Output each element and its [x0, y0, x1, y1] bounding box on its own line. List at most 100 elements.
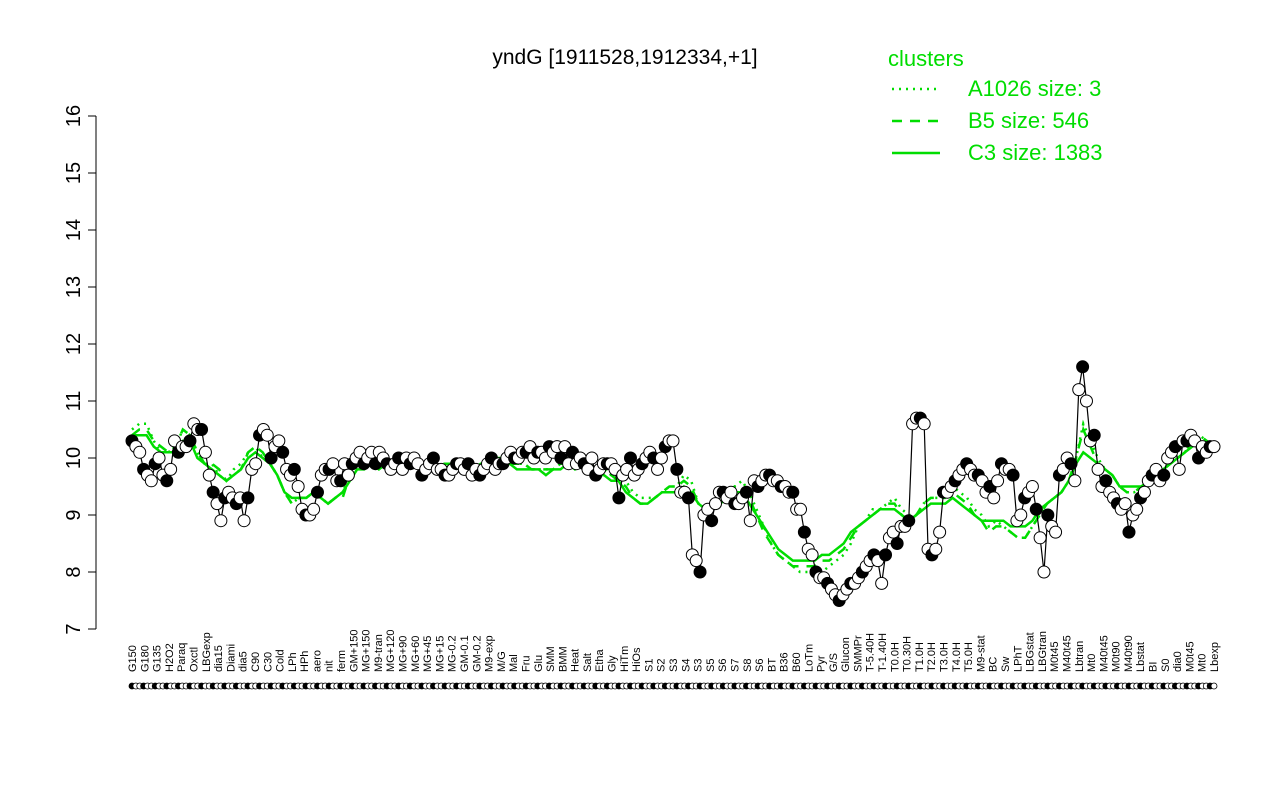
data-point [933, 525, 947, 539]
y-axis: 7 8 9 10 11 12 13 14 15 16 [63, 105, 97, 635]
legend-label: A1026 size: 3 [968, 76, 1101, 101]
data-point [724, 485, 738, 499]
x-tick-label: H2O2 [164, 643, 176, 672]
x-tick-label: LBGstat [1025, 632, 1037, 672]
x-tick-label: T2.0H [926, 642, 938, 672]
rug-marker [1210, 682, 1218, 690]
x-tick-label: C30 [262, 652, 274, 672]
cluster-line [131, 425, 1215, 568]
x-tick-label: GM+150 [348, 630, 360, 673]
x-tick-label: Sw [1000, 657, 1012, 672]
data-point [743, 514, 757, 528]
x-axis: G150 G180 G135 H2O2 Paraq Oxctl LBGexp dia15 Dia… [127, 630, 1221, 690]
x-tick-label: Heat [570, 649, 582, 672]
y-tick-label: 8 [63, 566, 85, 577]
x-tick-label: HiOs [631, 647, 643, 672]
data-point [1033, 531, 1047, 545]
x-tick-label: Oxctl [188, 647, 200, 672]
x-tick-label: BMM [557, 646, 569, 672]
x-tick-label: LBGexp [201, 632, 213, 672]
data-point [709, 497, 723, 511]
legend-title: clusters [888, 46, 964, 71]
x-tick-label: SMM [545, 646, 557, 672]
x-tick-label: dia15 [213, 645, 225, 672]
data-point [426, 451, 440, 465]
x-tick-label: S8 [742, 659, 754, 672]
x-tick-label: M9-stat [975, 635, 987, 672]
data-point [160, 474, 174, 488]
data-point [152, 451, 166, 465]
x-tick-label: M0t90 [1111, 641, 1123, 672]
x-tick-label: S3 [668, 659, 680, 672]
x-tick-label: LoTm [803, 644, 815, 672]
data-point [739, 485, 753, 499]
y-tick-label: 16 [63, 105, 85, 127]
data-point [1207, 440, 1221, 454]
x-tick-label: S6 [717, 659, 729, 672]
x-tick-label: S1 [643, 659, 655, 672]
x-tick-label: T5.0H [963, 642, 975, 672]
x-tick-label: M9-tran [373, 634, 385, 672]
data-point [1079, 394, 1093, 408]
x-tick-label: C90 [250, 652, 262, 672]
data-point [1076, 360, 1090, 374]
x-tick-label: LPhT [1012, 645, 1024, 672]
x-tick-label: S4 [680, 659, 692, 672]
data-point [890, 537, 904, 550]
x-tick-label: M0t45 [1184, 641, 1196, 672]
data-point [206, 485, 220, 499]
data-point [623, 451, 637, 465]
data-point [1099, 474, 1113, 488]
x-tick-label: S0 [1160, 659, 1172, 672]
x-tick-label: G180 [139, 645, 151, 672]
data-point [651, 462, 665, 476]
cluster-line [132, 433, 1214, 562]
data-point [1014, 508, 1028, 522]
x-tick-label: Lbexp [1209, 642, 1221, 672]
x-tick-label: dia0 [1172, 651, 1184, 672]
data-point [249, 457, 263, 471]
data-point [260, 428, 274, 442]
data-point [786, 485, 800, 499]
x-tick-label: MG+90 [398, 636, 410, 672]
data-point [666, 434, 680, 448]
legend-label: B5 size: 546 [968, 108, 1089, 133]
x-tick-label: ferm [336, 650, 348, 672]
data-point [1064, 457, 1078, 471]
x-tick-label: Diami [225, 644, 237, 672]
x-tick-label: aero [311, 650, 323, 672]
data-point [991, 474, 1005, 488]
x-tick-label: Paraq [176, 643, 188, 672]
data-point [1091, 462, 1105, 476]
x-tick-label: T0.0H [889, 642, 901, 672]
x-tick-label: Mal [508, 654, 520, 672]
data-point [272, 434, 286, 448]
data-point [144, 474, 158, 488]
data-point [705, 514, 719, 528]
x-tick-label: Cold [275, 649, 287, 672]
data-point [875, 576, 889, 590]
data-point [183, 434, 197, 448]
data-point [902, 514, 916, 528]
data-point [987, 491, 1001, 505]
y-tick-label: 9 [63, 509, 85, 520]
data-point [1029, 502, 1043, 516]
data-point [195, 423, 209, 436]
x-tick-label: T4.0H [951, 642, 963, 672]
data-point [241, 491, 255, 505]
x-tick-label: Lbtran [1074, 641, 1086, 672]
data-point [307, 502, 321, 516]
x-tick-label: T1.0H [914, 642, 926, 672]
x-tick-label: T-1.40H [877, 633, 889, 672]
x-tick-label: Etha [594, 648, 606, 672]
x-tick-label: B60 [791, 652, 803, 672]
data-point [1037, 565, 1051, 579]
y-tick-label: 12 [63, 333, 85, 355]
x-tick-label: SMMPr [852, 635, 864, 672]
data-point [654, 451, 668, 465]
data-point [681, 491, 695, 505]
data-point [1041, 508, 1055, 522]
data-point [291, 480, 305, 493]
data-point [1006, 468, 1020, 482]
x-tick-label: G150 [127, 645, 139, 672]
